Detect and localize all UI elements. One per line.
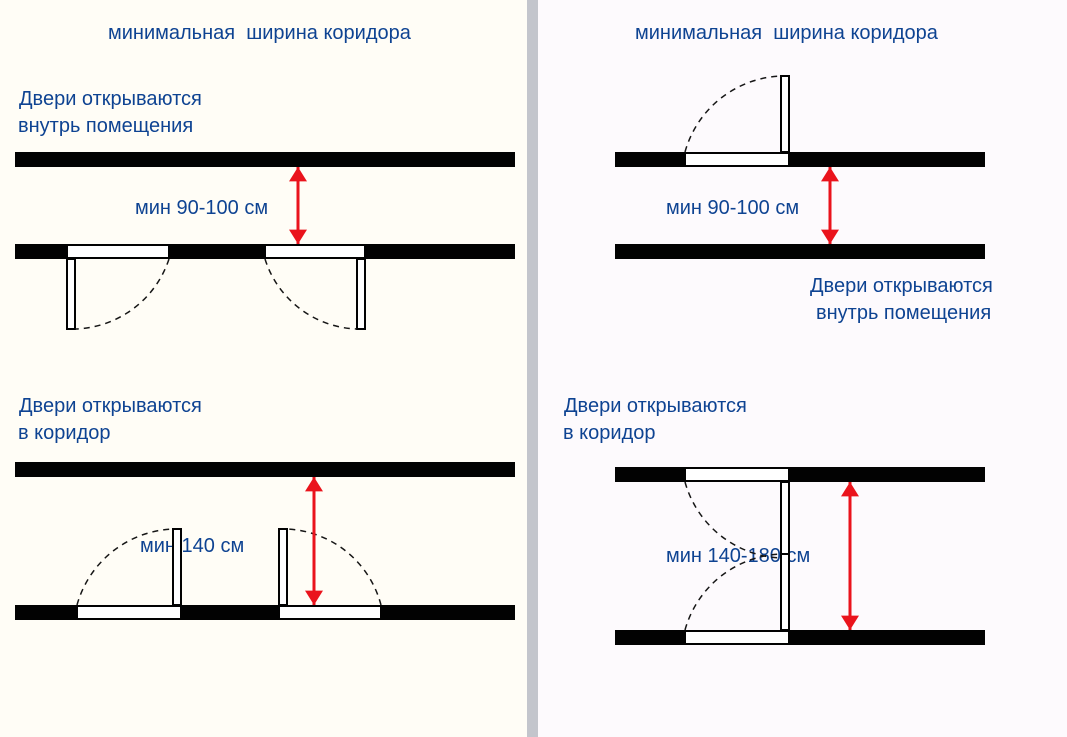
left-diagram-1 xyxy=(15,140,515,340)
left-s1-line2: внутрь помещения xyxy=(18,115,193,138)
right-s2-line1: Двери открываются xyxy=(564,395,747,418)
column-divider xyxy=(527,0,538,737)
right-diagram-2 xyxy=(615,455,1035,685)
right-header: минимальная ширина коридора xyxy=(635,22,938,45)
right-s1-line1: Двери открываются xyxy=(810,275,993,298)
right-s1-line2: внутрь помещения xyxy=(816,302,991,325)
left-diagram-2 xyxy=(15,450,515,670)
left-header: минимальная ширина коридора xyxy=(108,22,411,45)
left-s2-line1: Двери открываются xyxy=(19,395,202,418)
right-s2-line2: в коридор xyxy=(563,422,656,445)
left-s2-line2: в коридор xyxy=(18,422,111,445)
right-diagram-1 xyxy=(615,68,1035,268)
left-s1-line1: Двери открываются xyxy=(19,88,202,111)
